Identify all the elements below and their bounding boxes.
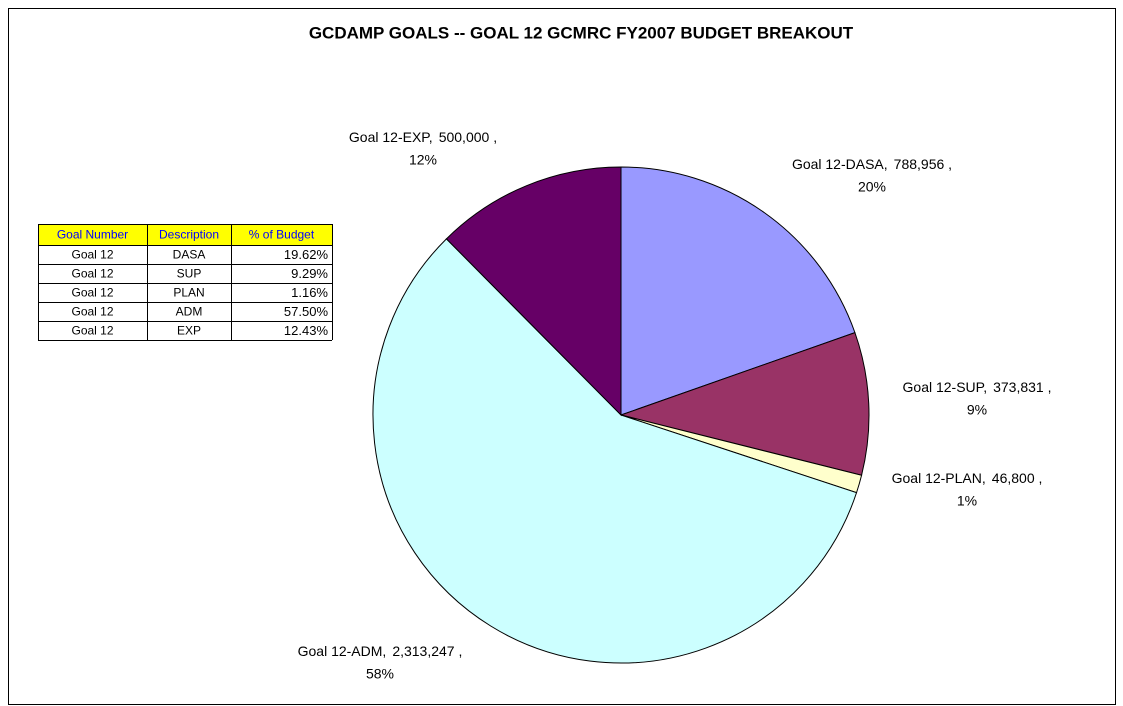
table-body-bg bbox=[38, 245, 332, 340]
table-cell: ADM bbox=[176, 305, 203, 319]
slice-category: Goal 12-EXP, bbox=[349, 129, 433, 145]
table-cell: DASA bbox=[173, 248, 206, 262]
slice-label: Goal 12-EXP, 500,000 , bbox=[349, 129, 497, 145]
table-cell: EXP bbox=[177, 324, 201, 338]
slice-value: 500,000 , bbox=[439, 129, 497, 145]
table-header: Goal Number bbox=[57, 228, 128, 242]
table-header: Description bbox=[159, 228, 219, 242]
table-cell: Goal 12 bbox=[71, 248, 113, 262]
table-cell: 1.16% bbox=[291, 285, 328, 300]
pie-slice bbox=[619, 331, 870, 476]
slice-label: Goal 12-PLAN, 46,800 , bbox=[892, 470, 1043, 486]
slice-percent: 9% bbox=[967, 402, 987, 418]
slice-percent: 1% bbox=[957, 493, 977, 509]
slice-category: Goal 12-ADM, bbox=[298, 643, 387, 659]
slice-percent: 12% bbox=[409, 152, 437, 168]
chart-title: GCDAMP GOALS -- GOAL 12 GCMRC FY2007 BUD… bbox=[309, 23, 854, 42]
table-cell: 9.29% bbox=[291, 266, 328, 281]
table-header-bg bbox=[38, 224, 332, 245]
slice-value: 788,956 , bbox=[894, 156, 952, 172]
table-cell: PLAN bbox=[173, 286, 204, 300]
slice-label: Goal 12-SUP, 373,831 , bbox=[903, 379, 1052, 395]
table-cell: 57.50% bbox=[284, 304, 329, 319]
slice-category: Goal 12-PLAN, bbox=[892, 470, 986, 486]
table-cell: Goal 12 bbox=[71, 305, 113, 319]
slice-label: Goal 12-DASA, 788,956 , bbox=[792, 156, 952, 172]
slice-percent: 20% bbox=[858, 179, 886, 195]
table-cell: SUP bbox=[177, 267, 202, 281]
slice-value: 46,800 , bbox=[992, 470, 1043, 486]
table-cell: Goal 12 bbox=[71, 324, 113, 338]
slice-category: Goal 12-SUP, bbox=[903, 379, 988, 395]
slice-label: Goal 12-ADM, 2,313,247 , bbox=[298, 643, 463, 659]
pie-slice bbox=[372, 238, 858, 664]
table-cell: Goal 12 bbox=[71, 267, 113, 281]
table-cell: 12.43% bbox=[284, 323, 329, 338]
slice-percent: 58% bbox=[366, 666, 394, 682]
slice-value: 2,313,247 , bbox=[392, 643, 462, 659]
pie-slice bbox=[445, 166, 622, 417]
slice-value: 373,831 , bbox=[993, 379, 1051, 395]
slice-category: Goal 12-DASA, bbox=[792, 156, 888, 172]
table-cell: 19.62% bbox=[284, 247, 329, 262]
table-header: % of Budget bbox=[249, 228, 315, 242]
table-cell: Goal 12 bbox=[71, 286, 113, 300]
